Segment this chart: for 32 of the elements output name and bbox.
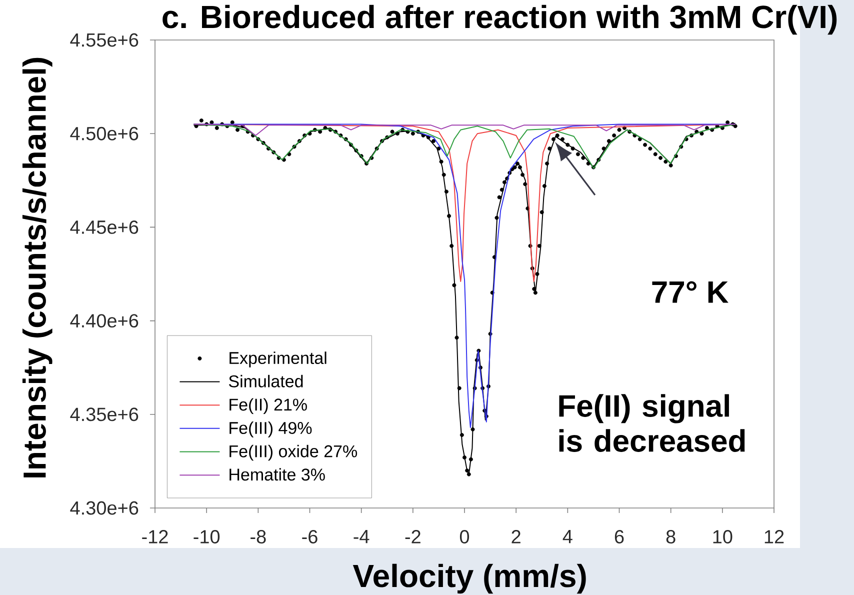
legend-label: Fe(III) oxide 27% [230,444,358,461]
legend-label: Simulated [228,374,303,388]
y-tick-label: 4.50e+6 [70,126,138,140]
x-tick-label: 0 [460,530,470,544]
annotation: Fe(II) signal is decreased [559,394,745,452]
legend-label: Fe(III) 49% [230,422,312,438]
x-tick-label: 4 [562,530,572,544]
x-tick-label: 10 [713,530,732,544]
x-tick-label: -8 [250,530,266,544]
y-tick-label: 4.40e+6 [70,314,138,328]
x-tick-label: 12 [764,530,784,544]
legend-label: Hematite 3% [230,468,325,481]
y-tick-label: 4.30e+6 [70,501,138,515]
x-tick-label: 8 [666,530,676,544]
x-tick-label: -2 [405,530,420,544]
line-series [193,124,736,136]
y-tick-label: 4.45e+6 [70,220,138,234]
annotation: 77° K [652,281,728,303]
legend-label: Fe(II) 21% [230,398,307,414]
x-tick-label: -12 [142,530,168,544]
y-tick-label: 4.35e+6 [70,408,138,422]
x-tick-label: 2 [512,530,520,544]
y-tick-label: 4.55e+6 [70,33,138,47]
line-series [193,124,736,169]
x-tick-label: -10 [194,530,220,544]
x-tick-label: -6 [302,530,318,544]
x-tick-label: -4 [354,530,370,544]
chart-title: c. Bioreduced after reaction with 3mM Cr(VI) [162,4,837,35]
x-tick-label: 6 [614,530,624,544]
y-axis-title: Intensity (counts/s/channel) [22,58,52,478]
x-axis-title: Velocity (mm/s) [352,564,586,594]
legend-label: Experimental [230,352,326,368]
